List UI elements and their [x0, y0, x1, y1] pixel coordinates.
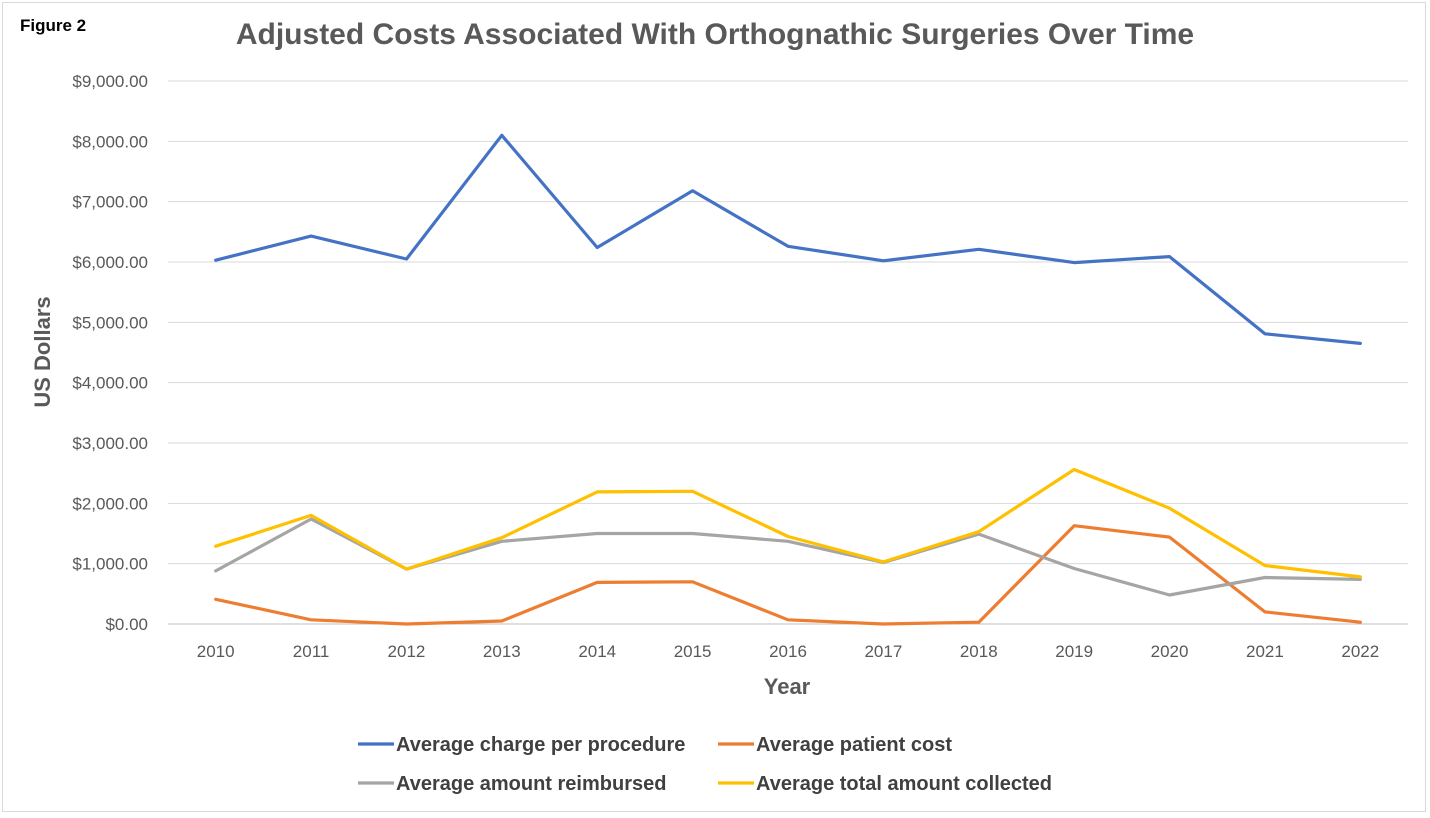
y-tick-label: $9,000.00 — [72, 72, 148, 91]
legend-item: Average patient cost — [718, 734, 952, 756]
x-tick-label: 2021 — [1246, 642, 1284, 661]
x-tick-label: 2019 — [1055, 642, 1093, 661]
x-axis-ticks: 2010 2011 2012 2013 2014 2015 2016 2017 2018 2019… — [197, 642, 1379, 661]
legend-item: Average total amount collected — [718, 773, 1052, 795]
y-tick-label: $8,000.00 — [72, 132, 148, 151]
y-tick-label: $4,000.00 — [72, 374, 148, 393]
x-tick-label: 2013 — [483, 642, 521, 661]
series-line — [214, 133, 1362, 345]
legend-item: Average amount reimbursed — [358, 773, 666, 795]
legend-item: Average charge per procedure — [358, 734, 685, 756]
x-tick-label: 2010 — [197, 642, 235, 661]
x-tick-label: 2016 — [769, 642, 807, 661]
legend-label: Average total amount collected — [756, 773, 1052, 795]
y-tick-label: $2,000.00 — [72, 494, 148, 513]
x-tick-label: 2012 — [388, 642, 426, 661]
x-tick-label: 2011 — [293, 642, 330, 661]
x-axis-title: Year — [764, 674, 811, 699]
legend-label: Average patient cost — [756, 734, 952, 756]
chart-title: Adjusted Costs Associated With Orthognat… — [235, 18, 1195, 51]
legend-label: Average amount reimbursed — [396, 773, 666, 795]
x-tick-label: 2018 — [960, 642, 998, 661]
legend-label: Average charge per procedure — [396, 734, 685, 756]
series-lines — [214, 133, 1362, 626]
x-tick-label: 2015 — [674, 642, 712, 661]
figure-label: Figure 2 — [20, 16, 87, 35]
y-tick-label: $5,000.00 — [72, 313, 148, 332]
gridlines — [168, 80, 1408, 625]
x-tick-label: 2022 — [1341, 642, 1379, 661]
series-line — [214, 524, 1362, 626]
x-tick-label: 2020 — [1151, 642, 1189, 661]
y-tick-label: $6,000.00 — [72, 253, 148, 272]
y-tick-label: $7,000.00 — [72, 193, 148, 212]
y-tick-label: $0.00 — [105, 615, 148, 634]
x-tick-label: 2014 — [578, 642, 616, 661]
y-axis-title: US Dollars — [30, 296, 55, 407]
y-tick-label: $1,000.00 — [72, 555, 148, 574]
y-axis-ticks: $0.00 $1,000.00 $2,000.00 $3,000.00 $4,000.0… — [72, 72, 148, 634]
legend: Average charge per procedure Average pati… — [358, 734, 1052, 795]
series-line — [214, 467, 1362, 579]
x-tick-label: 2017 — [864, 642, 902, 661]
y-tick-label: $3,000.00 — [72, 434, 148, 453]
